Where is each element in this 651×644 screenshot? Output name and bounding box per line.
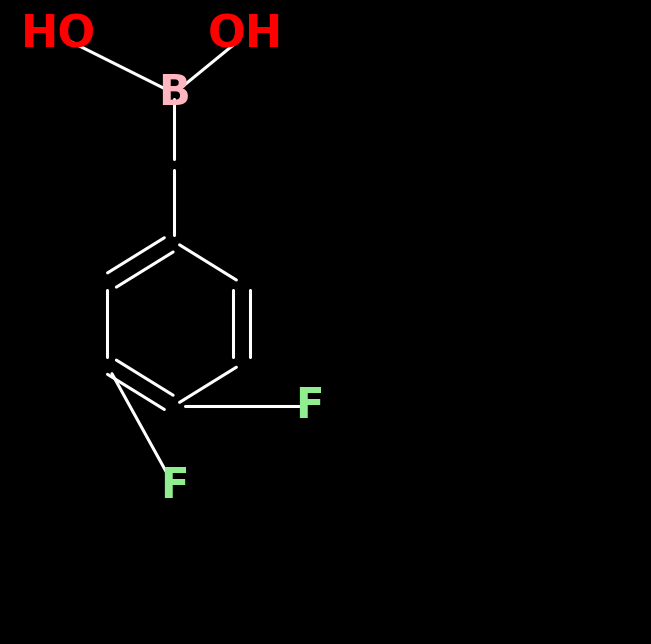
- Text: B: B: [158, 72, 190, 115]
- Text: F: F: [160, 465, 188, 507]
- Text: HO: HO: [21, 14, 96, 57]
- Text: OH: OH: [208, 14, 283, 57]
- Text: F: F: [295, 384, 324, 427]
